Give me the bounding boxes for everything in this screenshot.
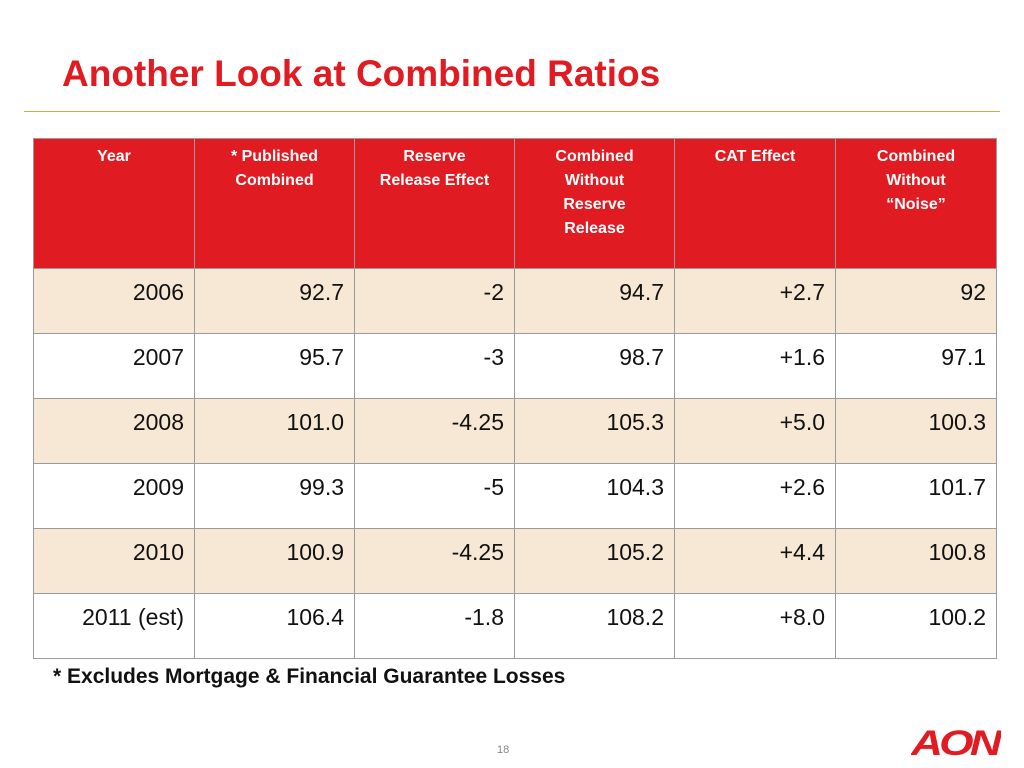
cell-cat-effect: +5.0 [674,398,836,464]
header-line: “Noise” [886,196,946,213]
title-divider [24,111,1000,112]
cell-combined-without-reserve-release: 98.7 [514,333,675,399]
header-line: Without [886,172,946,189]
cell-published-combined: 101.0 [194,398,355,464]
table-row: 2008 101.0 -4.25 105.3 +5.0 100.3 [33,398,997,464]
aon-logo-text: AON [911,724,1001,760]
cell-combined-without-noise: 100.8 [835,528,997,594]
cell-published-combined: 99.3 [194,463,355,529]
cell-year: 2009 [33,463,195,529]
footnote: * Excludes Mortgage & Financial Guarante… [53,665,566,688]
cell-reserve-release-effect: -5 [354,463,515,529]
cell-reserve-release-effect: -2 [354,268,515,334]
cell-reserve-release-effect: -4.25 [354,398,515,464]
header-line: Combined [555,148,634,165]
header-line: Reserve [403,148,466,165]
cell-combined-without-noise: 101.7 [835,463,997,529]
cell-published-combined: 100.9 [194,528,355,594]
table-row: 2010 100.9 -4.25 105.2 +4.4 100.8 [33,528,997,594]
table-row: 2007 95.7 -3 98.7 +1.6 97.1 [33,333,997,399]
cell-reserve-release-effect: -3 [354,333,515,399]
cell-combined-without-reserve-release: 108.2 [514,593,675,659]
header-line: Reserve [563,196,626,213]
header-line: Release Effect [379,172,490,189]
header-line: Year [97,148,131,165]
table-row: 2006 92.7 -2 94.7 +2.7 92 [33,268,997,334]
cell-combined-without-reserve-release: 105.2 [514,528,675,594]
page-number: 18 [497,744,510,756]
header-year: Year [33,138,195,269]
slide-title: Another Look at Combined Ratios [62,53,661,94]
header-combined-without-reserve-release: Combined Without Reserve Release [514,138,675,269]
cell-combined-without-reserve-release: 94.7 [514,268,675,334]
cell-year: 2007 [33,333,195,399]
header-published-combined: * Published Combined [194,138,355,269]
cell-combined-without-noise: 97.1 [835,333,997,399]
header-line: Without [564,172,625,189]
cell-reserve-release-effect: -4.25 [354,528,515,594]
cell-published-combined: 95.7 [194,333,355,399]
header-line: Release [564,220,625,237]
aon-logo: AON [911,724,1001,760]
cell-cat-effect: +1.6 [674,333,836,399]
cell-year: 2006 [33,268,195,334]
header-reserve-release-effect: Reserve Release Effect [354,138,515,269]
combined-ratios-table: Year * Published Combined Reserve Release … [33,138,997,659]
cell-combined-without-noise: 100.3 [835,398,997,464]
cell-reserve-release-effect: -1.8 [354,593,515,659]
cell-combined-without-noise: 92 [835,268,997,334]
cell-year: 2008 [33,398,195,464]
header-line: Combined [876,148,956,165]
cell-cat-effect: +4.4 [674,528,836,594]
cell-combined-without-reserve-release: 104.3 [514,463,675,529]
header-line: CAT Effect [714,148,796,165]
table-row: 2011 (est) 106.4 -1.8 108.2 +8.0 100.2 [33,593,997,659]
table-row: 2009 99.3 -5 104.3 +2.6 101.7 [33,463,997,529]
cell-year: 2011 (est) [33,593,195,659]
header-cat-effect: CAT Effect [674,138,836,269]
cell-cat-effect: +2.6 [674,463,836,529]
cell-combined-without-noise: 100.2 [835,593,997,659]
cell-combined-without-reserve-release: 105.3 [514,398,675,464]
cell-published-combined: 106.4 [194,593,355,659]
header-line: Combined [235,172,314,189]
cell-published-combined: 92.7 [194,268,355,334]
cell-year: 2010 [33,528,195,594]
cell-cat-effect: +8.0 [674,593,836,659]
cell-cat-effect: +2.7 [674,268,836,334]
header-line: * Published [230,148,319,165]
header-combined-without-noise: Combined Without “Noise” [835,138,997,269]
table-header-row: Year * Published Combined Reserve Release … [33,138,997,269]
